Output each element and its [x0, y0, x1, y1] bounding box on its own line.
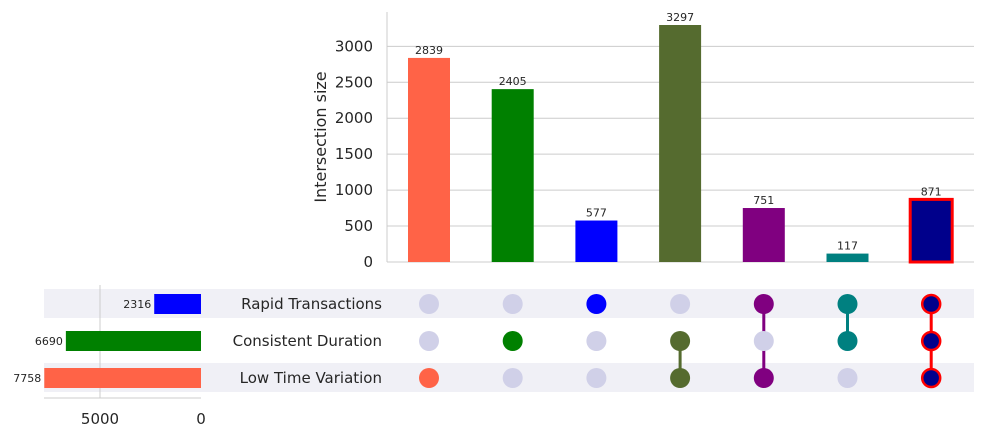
matrix-dot-active [753, 294, 774, 314]
set-size-bar [65, 331, 201, 351]
bar-value-label: 2405 [499, 75, 527, 88]
set-label: Rapid Transactions [241, 295, 382, 313]
set-label: Low Time Variation [240, 369, 382, 387]
matrix-dot-active [419, 368, 439, 388]
intersection-bar [742, 208, 785, 262]
y-tick-label: 3000 [335, 37, 373, 55]
intersection-bar [408, 57, 450, 263]
matrix-dot-inactive [670, 294, 691, 314]
set-size-label: 2316 [123, 298, 151, 311]
matrix-dot-active [670, 331, 691, 351]
matrix-dot-active [920, 367, 942, 389]
bar-value-label: 2839 [415, 44, 443, 57]
y-tick-label: 1000 [335, 181, 373, 199]
matrix-dot-active [753, 368, 774, 388]
matrix-dot-inactive [419, 331, 439, 351]
intersection-bar [908, 197, 954, 264]
matrix-dot-inactive [419, 294, 439, 314]
bar-value-label: 577 [586, 207, 607, 220]
matrix-dot-active [586, 294, 607, 314]
matrix-dot-active [502, 331, 523, 351]
y-tick-label: 500 [344, 217, 373, 235]
bar-value-label: 751 [753, 194, 774, 207]
bar-value-label: 871 [921, 185, 942, 198]
set-size-bar [154, 294, 201, 314]
set-size-bar [44, 368, 202, 388]
intersection-bar [491, 89, 534, 262]
intersection-bar [659, 25, 702, 262]
matrix-dot-active [670, 368, 691, 388]
y-axis-title: Intersection size [311, 71, 330, 202]
matrix-dot-active [920, 293, 942, 315]
matrix-dot-active [837, 331, 858, 351]
y-tick-label: 1500 [335, 145, 373, 163]
matrix-dot-inactive [502, 294, 523, 314]
set-size-tick-label: 0 [196, 410, 206, 428]
matrix-dot-inactive [753, 331, 774, 351]
y-tick-label: 0 [363, 253, 373, 271]
bar-value-label: 3297 [666, 11, 694, 24]
matrix-dot-active [837, 294, 858, 314]
matrix-dot-inactive [837, 368, 858, 388]
matrix-dot-inactive [586, 331, 607, 351]
set-size-tick-label: 5000 [81, 410, 119, 428]
y-tick-label: 2000 [335, 109, 373, 127]
intersection-bar [826, 253, 869, 262]
set-label: Consistent Duration [233, 332, 382, 350]
y-tick-label: 2500 [335, 73, 373, 91]
matrix-dot-active [920, 330, 942, 352]
matrix-dot-inactive [502, 368, 523, 388]
matrix-dot-inactive [586, 368, 607, 388]
intersection-bar [575, 220, 618, 262]
set-size-label: 7758 [13, 372, 41, 385]
bar-value-label: 117 [837, 240, 858, 253]
set-size-label: 6690 [35, 335, 63, 348]
